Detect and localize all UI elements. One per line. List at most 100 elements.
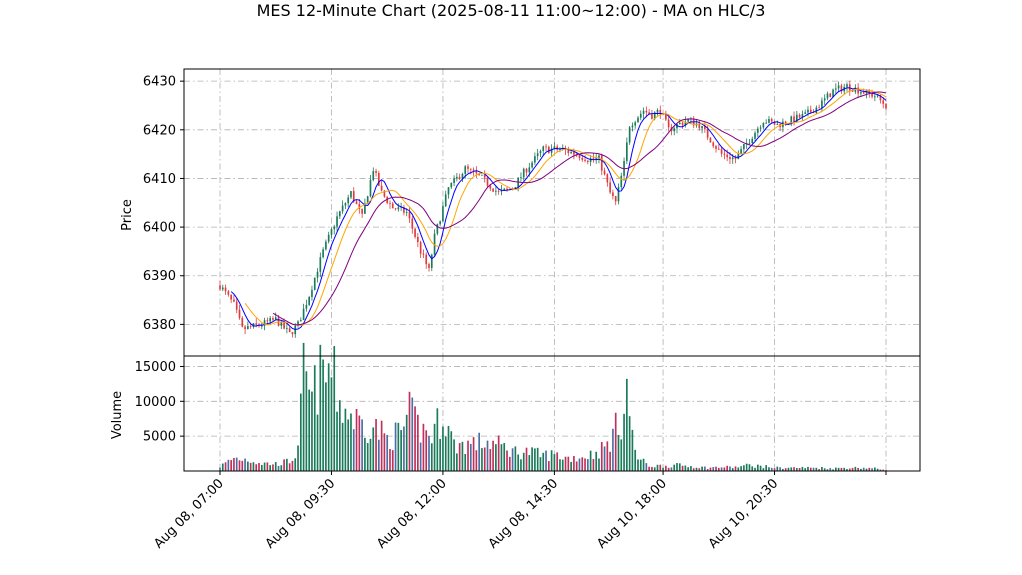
candle-body (305, 304, 308, 309)
volume-bar (286, 458, 288, 471)
candle-body (316, 271, 319, 278)
candle-body (603, 170, 606, 175)
volume-bar (690, 466, 692, 471)
candle-body (397, 207, 400, 210)
volume-bar (876, 468, 879, 471)
volume-bar (364, 437, 366, 471)
volume-bar (787, 467, 790, 471)
volume-bar (347, 419, 350, 471)
volume-bar (575, 461, 578, 471)
price-axis-label: Price (120, 199, 135, 231)
candle-body (598, 155, 600, 159)
candle-body (244, 326, 246, 330)
volume-bar (698, 468, 701, 471)
volume-bar (355, 408, 358, 471)
volume-bar (528, 455, 531, 471)
volume-bar (514, 446, 517, 471)
volume-bar (322, 359, 324, 471)
candle-body (776, 123, 779, 125)
volume-bar (798, 468, 801, 471)
volume-bar (288, 463, 291, 471)
candle-body (829, 93, 832, 98)
candle-body (219, 285, 221, 290)
volume-bar (534, 448, 536, 471)
candle-body (804, 112, 807, 114)
candle-body (330, 229, 333, 235)
volume-bar (291, 460, 294, 471)
volume-bar (812, 467, 815, 471)
volume-bar (754, 467, 756, 471)
volume-bar (338, 400, 341, 471)
candle-body (263, 320, 266, 326)
volume-bar (676, 463, 678, 471)
price-y-tick-label: 6420 (143, 123, 176, 138)
candle-body (600, 155, 603, 171)
candle-body (456, 176, 458, 179)
volume-bar (522, 452, 525, 471)
volume-bar (751, 466, 754, 471)
volume-bar (272, 464, 274, 471)
candle-body (846, 84, 848, 87)
volume-bar (478, 432, 480, 471)
volume-bar (550, 450, 553, 471)
candle-body (433, 233, 436, 255)
volume-bar (444, 436, 447, 471)
candle-body (795, 114, 798, 123)
volume-bar (712, 467, 715, 471)
volume-bar (765, 465, 768, 471)
volume-bar (456, 453, 458, 471)
volume-bar (405, 414, 408, 471)
candle-body (430, 254, 433, 268)
volume-bar (737, 467, 740, 471)
volume-bar (464, 454, 467, 471)
candle-body (614, 196, 617, 202)
volume-bar (642, 458, 645, 471)
volume-bars (219, 342, 887, 471)
volume-bar (729, 466, 731, 471)
candle-body (673, 128, 676, 132)
candle-body (737, 153, 740, 160)
volume-bar (255, 464, 258, 471)
volume-bar (511, 448, 514, 471)
volume-bar (826, 469, 829, 471)
candle-body (536, 153, 539, 157)
volume-bar (361, 419, 363, 471)
candle-body (467, 166, 469, 169)
candle-body (818, 107, 820, 109)
volume-bar (483, 447, 486, 471)
volume-bar (369, 438, 372, 471)
volume-bar (252, 462, 255, 471)
volume-bar (678, 463, 681, 471)
candle-body (567, 149, 570, 154)
candle-body (361, 208, 363, 214)
volume-bar (759, 465, 762, 471)
candle-body (573, 151, 575, 155)
candle-body (648, 112, 650, 115)
volume-bar (233, 457, 235, 471)
candle-body (553, 146, 556, 149)
candle-body (400, 206, 402, 208)
candle-body (586, 160, 589, 162)
x-tick-label: Aug 08, 12:00 (374, 476, 450, 552)
candle-body (545, 146, 547, 148)
candle-body (606, 174, 609, 183)
candle-body (826, 93, 829, 99)
volume-bar (762, 468, 765, 471)
volume-bar (235, 457, 238, 471)
candle-body (241, 317, 244, 327)
volume-bar (626, 378, 628, 471)
volume-bar (854, 466, 857, 471)
volume-bar (517, 454, 520, 471)
candle-body (227, 291, 230, 295)
candle-body (249, 326, 252, 327)
candle-body (835, 88, 837, 90)
candle-body (383, 190, 386, 197)
candle-body (628, 127, 631, 143)
candle-body (645, 110, 648, 113)
candle-body (787, 123, 790, 125)
candle-body (790, 116, 793, 124)
moving-average-line (272, 91, 887, 326)
volume-bar (316, 414, 319, 471)
volume-bar (804, 468, 807, 471)
candle-body (453, 178, 455, 183)
